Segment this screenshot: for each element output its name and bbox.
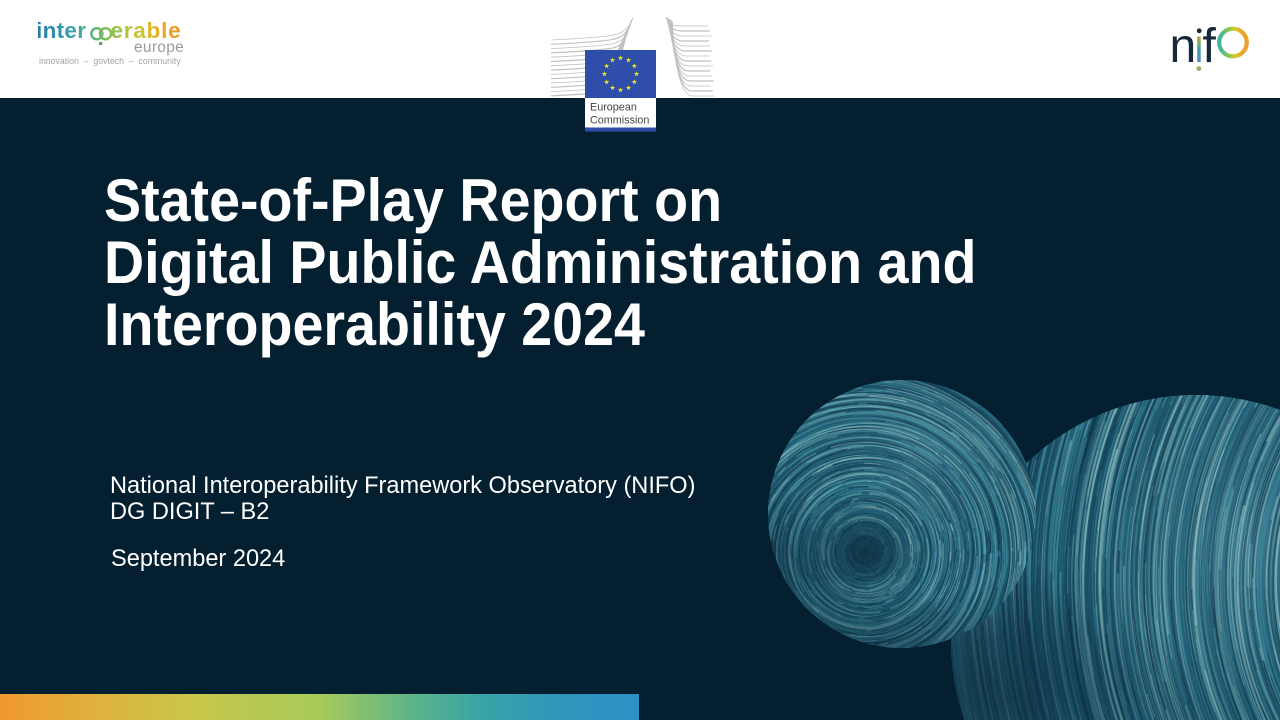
svg-text:European: European [590, 102, 637, 114]
svg-text:erable: erable [111, 18, 181, 43]
svg-text:inter: inter [38, 18, 86, 43]
svg-text:f: f [1203, 20, 1217, 73]
svg-text:Commission: Commission [590, 115, 649, 127]
svg-text:n: n [1170, 20, 1197, 73]
